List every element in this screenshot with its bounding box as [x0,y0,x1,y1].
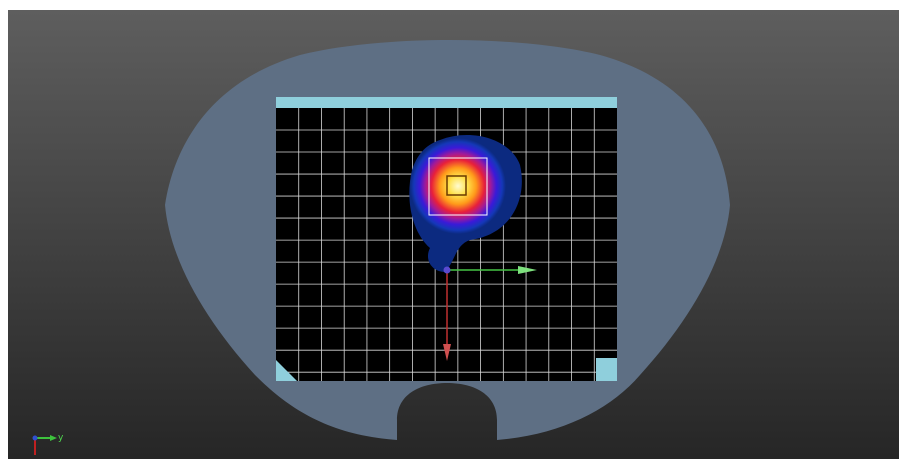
triad-y-label: y [58,433,64,443]
target-core [446,175,467,196]
plane-corner [596,358,617,381]
triad-y-head [50,435,57,441]
axis-triad: y [32,433,64,455]
dose-hotspot [410,138,506,234]
origin [443,266,451,274]
axis-x-head [443,344,451,361]
plane-edge [276,97,617,108]
triad-z [32,435,38,441]
plane-corner [276,360,297,381]
target-outline [428,157,488,216]
axis-y-head [518,266,537,274]
